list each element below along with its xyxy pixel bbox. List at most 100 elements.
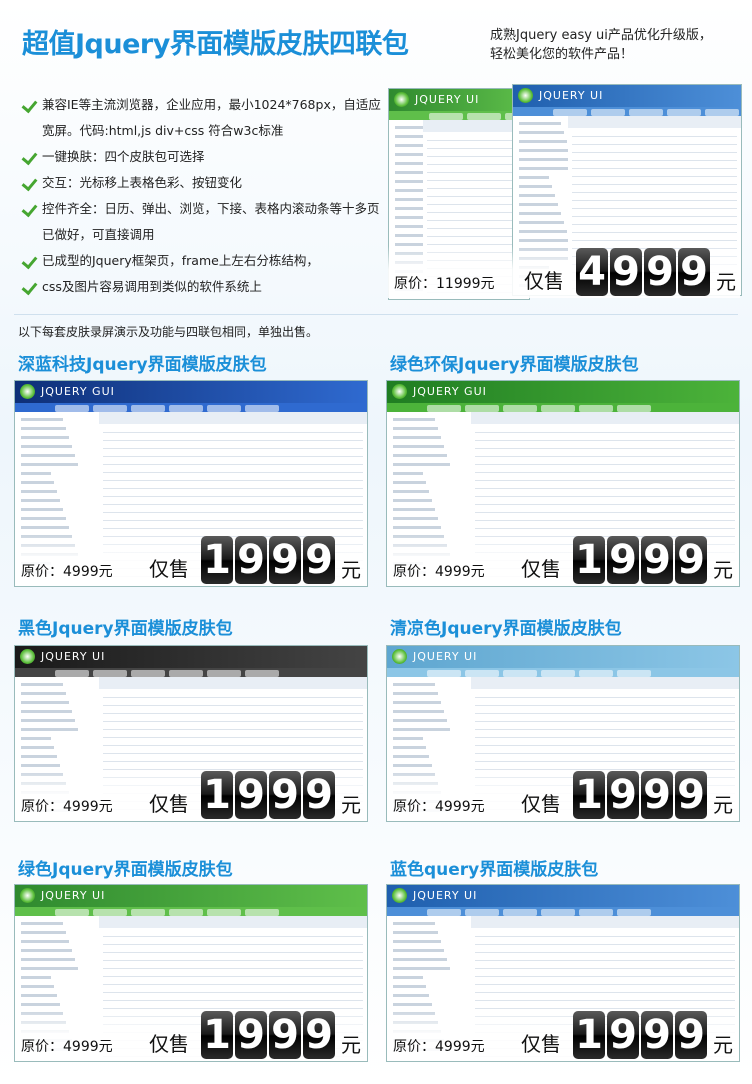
table-row xyxy=(475,697,735,698)
price-digit: 1 xyxy=(201,1011,233,1059)
sidebar-item xyxy=(21,445,72,448)
table-row xyxy=(475,1008,735,1009)
screen-header: JQUERY UI xyxy=(387,885,739,907)
sale-label: 仅售 xyxy=(149,792,189,816)
nav-tab xyxy=(427,405,461,412)
sidebar-item xyxy=(393,692,438,695)
sidebar-item xyxy=(21,463,78,466)
table-row xyxy=(475,448,735,449)
table-row xyxy=(475,976,735,977)
price-digit: 9 xyxy=(235,771,267,819)
table-row xyxy=(426,228,525,229)
table-row xyxy=(475,745,735,746)
table-row xyxy=(571,152,737,153)
table-row xyxy=(475,729,735,730)
content-toolbar xyxy=(471,677,739,689)
sidebar-item xyxy=(21,436,69,439)
nav-tab xyxy=(465,909,499,916)
feature-text: 兼容IE等主流浏览器，企业应用，最小1024*768px，自适应宽屏。代码:ht… xyxy=(42,97,381,138)
price-digit: 1 xyxy=(573,1011,605,1059)
nav-tab xyxy=(503,670,537,677)
package-title: 绿色环保Jquery界面模版皮肤包 xyxy=(390,355,639,375)
nav-tab xyxy=(169,909,203,916)
check-icon xyxy=(21,148,38,166)
sidebar-item xyxy=(393,958,447,961)
nav-tab xyxy=(93,909,127,916)
screen-nav xyxy=(15,668,367,677)
table-row xyxy=(103,936,363,937)
table-row xyxy=(103,729,363,730)
price-bar: 原价：11999元 仅售 4 9 9 9 元 xyxy=(388,246,740,298)
sidebar-item xyxy=(519,167,576,170)
feature-item: 交互：光标移上表格色彩、按钮变化 xyxy=(21,170,382,196)
sidebar-item xyxy=(519,194,555,197)
screen-logo xyxy=(392,384,407,399)
sale-label: 仅售 xyxy=(149,557,189,581)
sidebar-item xyxy=(21,931,66,934)
sidebar-item xyxy=(393,931,438,934)
table-row xyxy=(103,753,363,754)
sidebar-item xyxy=(393,994,429,997)
table-row xyxy=(103,448,363,449)
sale-label: 仅售 xyxy=(521,1032,561,1056)
package-title: 绿色Jquery界面模版皮肤包 xyxy=(18,860,233,880)
sidebar-item xyxy=(393,710,444,713)
package-title: 黑色Jquery界面模版皮肤包 xyxy=(18,619,233,639)
sidebar-item xyxy=(21,737,51,740)
nav-tab xyxy=(553,109,587,116)
table-row xyxy=(475,952,735,953)
sidebar-item xyxy=(393,499,432,502)
sidebar-item xyxy=(393,949,444,952)
sidebar-item xyxy=(395,243,446,246)
table-row xyxy=(475,705,735,706)
table-row xyxy=(475,432,735,433)
table-row xyxy=(571,136,737,137)
screen-nav xyxy=(15,403,367,412)
table-row xyxy=(103,512,363,513)
ui-screenshot: JQUERY UI 原价：4999元 仅售 1 9 9 9 元 xyxy=(14,645,368,822)
price-digit: 9 xyxy=(675,1011,707,1059)
nav-tab xyxy=(131,909,165,916)
table-row xyxy=(103,1000,363,1001)
original-price: 原价：4999元 xyxy=(393,564,485,580)
table-row xyxy=(426,244,525,245)
check-icon xyxy=(21,174,38,192)
table-row xyxy=(475,528,735,529)
sidebar-item xyxy=(393,508,435,511)
table-row xyxy=(571,240,737,241)
screen-label: JQUERY UI xyxy=(41,889,106,902)
sidebar-item xyxy=(393,922,435,925)
screen-label: JQUERY UI xyxy=(415,93,480,106)
content-toolbar xyxy=(99,412,367,424)
screen-nav xyxy=(389,111,529,120)
price-digit: 9 xyxy=(235,1011,267,1059)
sidebar-item xyxy=(393,427,438,430)
screen-logo xyxy=(394,92,409,107)
nav-tab xyxy=(541,405,575,412)
table-row xyxy=(571,184,737,185)
screen-label: JQUERY UI xyxy=(539,89,604,102)
content-toolbar xyxy=(99,916,367,928)
ui-screenshot: JQUERY UI 原价：4999元 仅售 1 9 9 9 元 xyxy=(386,645,740,822)
sidebar-item xyxy=(393,728,450,731)
table-row xyxy=(103,440,363,441)
sidebar-item xyxy=(395,207,434,210)
price-unit: 元 xyxy=(341,558,361,582)
nav-tab xyxy=(667,109,701,116)
sidebar-item xyxy=(21,481,54,484)
nav-tab xyxy=(207,909,241,916)
feature-item: 已成型的Jquery框架页，frame上左右分栋结构， xyxy=(21,248,382,274)
price-digit: 9 xyxy=(303,1011,335,1059)
table-row xyxy=(475,1000,735,1001)
screen-nav xyxy=(387,403,739,412)
table-row xyxy=(103,721,363,722)
table-row xyxy=(571,232,737,233)
table-row xyxy=(426,212,525,213)
price-digit: 9 xyxy=(269,1011,301,1059)
price-unit: 元 xyxy=(716,270,736,294)
table-row xyxy=(571,176,737,177)
price-bar: 原价：4999元 仅售 1 9 9 9 元 xyxy=(387,769,739,821)
table-row xyxy=(475,472,735,473)
price-bar: 原价：4999元 仅售 1 9 9 9 元 xyxy=(15,769,367,821)
table-row xyxy=(475,936,735,937)
